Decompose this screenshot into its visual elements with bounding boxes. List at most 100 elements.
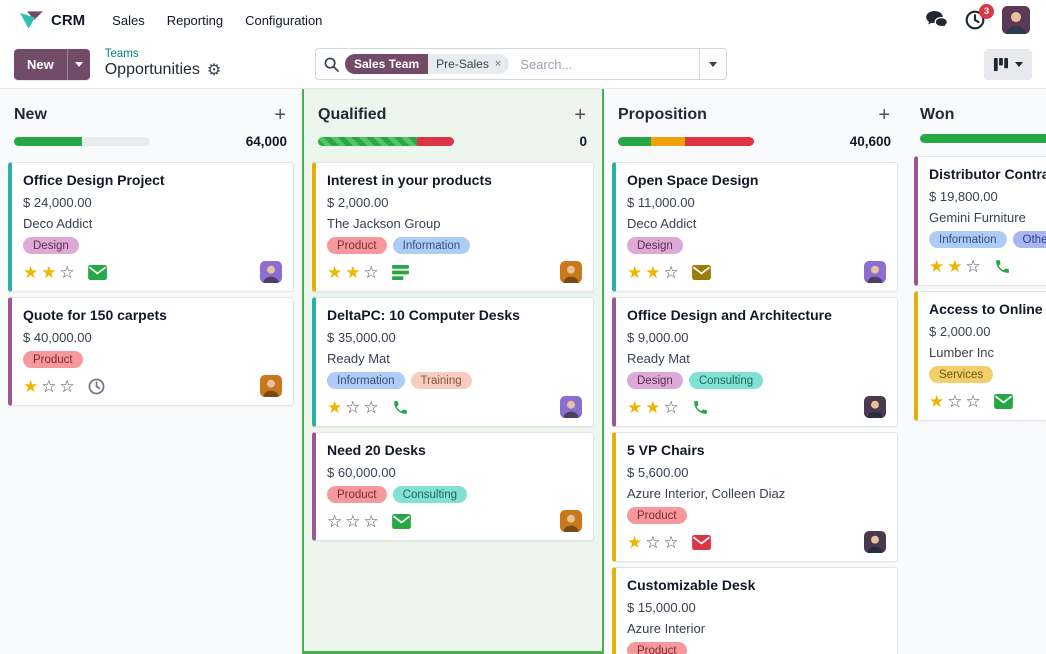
priority-star[interactable]: ★ bbox=[41, 262, 57, 282]
priority-star[interactable]: ☆ bbox=[965, 256, 981, 276]
facet-value: Pre-Sales bbox=[436, 57, 489, 71]
priority-star[interactable]: ★ bbox=[627, 397, 643, 417]
kanban-card[interactable]: Open Space Design $ 11,000.00 Deco Addic… bbox=[612, 162, 898, 292]
card-avatar[interactable] bbox=[864, 261, 886, 283]
menu-sales[interactable]: Sales bbox=[112, 12, 145, 28]
card-avatar[interactable] bbox=[560, 396, 582, 418]
kanban-card[interactable]: 5 VP Chairs $ 5,600.00 Azure Interior, C… bbox=[612, 432, 898, 562]
settings-gear-icon[interactable]: ⚙ bbox=[206, 61, 222, 79]
card-priority-stars: ☆ ☆ ☆ bbox=[327, 513, 379, 530]
card-avatar[interactable] bbox=[560, 510, 582, 532]
app-switcher[interactable]: CRM bbox=[12, 9, 91, 31]
facet-remove-icon[interactable]: × bbox=[494, 57, 502, 70]
priority-star[interactable]: ☆ bbox=[663, 532, 679, 552]
card-avatar[interactable] bbox=[864, 531, 886, 553]
card-activity-icon[interactable] bbox=[88, 378, 105, 395]
notification-badge: 3 bbox=[979, 4, 994, 19]
priority-star[interactable]: ★ bbox=[929, 256, 945, 276]
kanban-card[interactable]: Access to Online Catalog $ 2,000.00 Lumb… bbox=[914, 291, 1046, 421]
card-activity-icon[interactable] bbox=[87, 264, 107, 280]
column-title: Won bbox=[920, 106, 955, 123]
messages-icon[interactable] bbox=[926, 11, 948, 29]
priority-star[interactable]: ☆ bbox=[41, 376, 57, 396]
column-cards: Interest in your products $ 2,000.00 The… bbox=[304, 149, 602, 541]
kanban-card[interactable]: DeltaPC: 10 Computer Desks $ 35,000.00 R… bbox=[312, 297, 594, 427]
priority-star[interactable]: ★ bbox=[929, 391, 945, 411]
card-partner: Ready Mat bbox=[327, 351, 390, 366]
priority-star[interactable]: ☆ bbox=[363, 262, 379, 282]
priority-star[interactable]: ★ bbox=[947, 256, 963, 276]
phone-icon bbox=[393, 400, 407, 414]
card-activity-icon[interactable] bbox=[691, 534, 711, 550]
kanban-card[interactable]: Interest in your products $ 2,000.00 The… bbox=[312, 162, 594, 292]
priority-star[interactable]: ☆ bbox=[345, 397, 361, 417]
card-amount: $ 2,000.00 bbox=[327, 195, 389, 210]
priority-star[interactable]: ★ bbox=[627, 262, 643, 282]
page-title: Opportunities bbox=[104, 61, 200, 79]
priority-star[interactable]: ☆ bbox=[947, 391, 963, 411]
priority-star[interactable]: ☆ bbox=[663, 397, 679, 417]
priority-star[interactable]: ★ bbox=[23, 376, 39, 396]
search-input[interactable] bbox=[518, 55, 699, 73]
priority-star[interactable]: ☆ bbox=[345, 511, 361, 531]
kanban-card[interactable]: Need 20 Desks $ 60,000.00 Product Consult… bbox=[312, 432, 594, 541]
priority-star[interactable]: ☆ bbox=[663, 262, 679, 282]
menu-configuration[interactable]: Configuration bbox=[245, 12, 323, 28]
priority-star[interactable]: ★ bbox=[645, 397, 661, 417]
breadcrumb-parent-link[interactable]: Teams bbox=[104, 48, 139, 61]
card-activity-icon[interactable] bbox=[994, 258, 1011, 275]
new-dropdown-toggle[interactable] bbox=[66, 48, 90, 80]
view-switcher-button[interactable] bbox=[984, 48, 1032, 80]
column-progressbar[interactable] bbox=[318, 137, 454, 146]
card-tags: Design bbox=[23, 237, 282, 254]
priority-star[interactable]: ☆ bbox=[965, 391, 981, 411]
priority-star[interactable]: ☆ bbox=[363, 511, 379, 531]
card-avatar[interactable] bbox=[260, 261, 282, 283]
card-priority-stars: ★ ☆ ☆ bbox=[327, 399, 379, 416]
card-avatar[interactable] bbox=[560, 261, 582, 283]
column-progressbar[interactable] bbox=[920, 134, 1046, 143]
card-tags: Information Other bbox=[929, 231, 1046, 248]
card-activity-icon[interactable] bbox=[691, 264, 711, 280]
kanban-card[interactable]: Customizable Desk $ 15,000.00 Azure Inte… bbox=[612, 567, 898, 654]
menu-reporting[interactable]: Reporting bbox=[166, 12, 224, 28]
column-progressbar[interactable] bbox=[14, 137, 150, 146]
card-title: Office Design and Architecture bbox=[627, 307, 832, 323]
kanban-card[interactable]: Office Design and Architecture $ 9,000.0… bbox=[612, 297, 898, 427]
kanban-card[interactable]: Quote for 150 carpets $ 40,000.00 Produc… bbox=[8, 297, 294, 406]
priority-star[interactable]: ★ bbox=[23, 262, 39, 282]
search-options-toggle[interactable] bbox=[699, 49, 726, 79]
add-record-button[interactable]: + bbox=[574, 104, 586, 126]
new-button[interactable]: New bbox=[14, 48, 67, 80]
card-avatar[interactable] bbox=[260, 375, 282, 397]
column-progressbar[interactable] bbox=[618, 137, 754, 146]
priority-star[interactable]: ★ bbox=[627, 532, 643, 552]
priority-star[interactable]: ☆ bbox=[645, 532, 661, 552]
priority-star[interactable]: ★ bbox=[645, 262, 661, 282]
search-icon bbox=[324, 57, 339, 72]
card-activity-icon[interactable] bbox=[392, 399, 409, 416]
priority-star[interactable]: ★ bbox=[327, 397, 343, 417]
card-title: Open Space Design bbox=[627, 172, 759, 188]
priority-star[interactable]: ★ bbox=[327, 262, 343, 282]
priority-star[interactable]: ☆ bbox=[59, 376, 75, 396]
user-avatar[interactable] bbox=[1002, 6, 1030, 34]
add-record-button[interactable]: + bbox=[274, 104, 286, 126]
card-activity-icon[interactable] bbox=[692, 399, 709, 416]
priority-star[interactable]: ☆ bbox=[363, 397, 379, 417]
priority-star[interactable]: ★ bbox=[345, 262, 361, 282]
kanban-card[interactable]: Office Design Project $ 24,000.00 Deco A… bbox=[8, 162, 294, 292]
activities-clock-icon[interactable]: 3 bbox=[965, 4, 994, 30]
card-activity-icon[interactable] bbox=[391, 513, 411, 529]
kanban-card[interactable]: Distributor Contract $ 19,800.00 Gemini … bbox=[914, 156, 1046, 286]
kanban-board: New + 64,000 Office Design Project $ 24,… bbox=[0, 88, 1046, 654]
card-activity-icon[interactable] bbox=[391, 264, 409, 280]
add-record-button[interactable]: + bbox=[878, 104, 890, 126]
priority-star[interactable]: ☆ bbox=[59, 262, 75, 282]
priority-star[interactable]: ☆ bbox=[327, 511, 343, 531]
card-activity-icon[interactable] bbox=[993, 393, 1013, 409]
search-bar[interactable]: Sales Team Pre-Sales × bbox=[315, 48, 727, 80]
card-avatar[interactable] bbox=[864, 396, 886, 418]
card-amount: $ 15,000.00 bbox=[627, 600, 696, 615]
kanban-view-icon bbox=[993, 57, 1008, 72]
